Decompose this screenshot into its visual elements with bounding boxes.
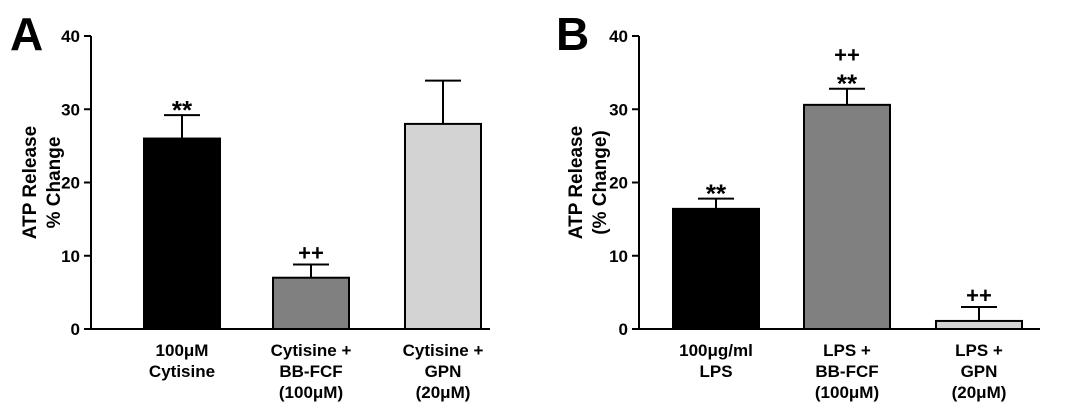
x-tick-label-line: (20μM) (416, 383, 471, 402)
x-tick-label: 100μM Cytisine (149, 341, 215, 381)
y-axis-title-line: ATP Release (20, 126, 41, 239)
comparison-label: ++ (834, 43, 860, 68)
panel-letter: B (556, 8, 589, 60)
x-tick-label-line: (100μM) (279, 383, 343, 402)
x-tick-label: Cytisine + GPN (20μM) (403, 341, 484, 402)
y-axis-title-line: % Change (44, 137, 65, 229)
comparison-label: ++ (298, 241, 324, 266)
y-tick-label: 30 (609, 100, 628, 119)
x-tick-label-line: LPS + (823, 341, 871, 360)
x-tick-label: LPS + GPN (20μM) (952, 341, 1007, 402)
comparison-label: ++ (966, 283, 992, 308)
y-tick-label: 10 (61, 247, 80, 266)
y-tick-label: 0 (619, 320, 628, 339)
y-tick-label: 30 (61, 100, 80, 119)
chart-panel-a: A 0 10 20 30 40 ATP Release% Change ** 100μM Cyti… (10, 8, 490, 402)
significance-label: ** (172, 95, 193, 125)
x-tick-label-line: LPS (699, 362, 732, 381)
x-tick-label-line: Cytisine (149, 362, 215, 381)
y-axis-title-line: (% Change) (590, 130, 611, 235)
y-tick-label: 20 (609, 174, 628, 193)
significance-label: ** (706, 179, 727, 209)
x-tick-label-line: (20μM) (952, 383, 1007, 402)
bar (404, 122, 482, 331)
y-tick-label: 0 (71, 320, 80, 339)
y-tick-label: 20 (61, 174, 80, 193)
x-tick-label: Cytisine + BB-FCF (100μM) (271, 341, 352, 402)
chart-panel-b: B 0 10 20 30 40 ATP Release (% Change) ** 100μg/m… (556, 8, 1040, 402)
x-tick-label-line: 100μM (156, 341, 209, 360)
significance-label: ** (837, 69, 858, 99)
x-tick-label: 100μg/ml LPS (679, 341, 753, 381)
x-tick-label-line: GPN (961, 362, 998, 381)
bar (935, 319, 1023, 331)
y-tick-label: 10 (609, 247, 628, 266)
x-tick-label-line: 100μg/ml (679, 341, 753, 360)
x-tick-label: LPS + BB-FCF (100μM) (815, 341, 879, 402)
bar (672, 207, 760, 330)
x-tick-label-line: BB-FCF (279, 362, 342, 381)
x-tick-label-line: Cytisine + (403, 341, 484, 360)
y-axis-title-line: ATP Release (566, 126, 587, 239)
x-tick-label-line: (100μM) (815, 383, 879, 402)
bar (272, 276, 350, 331)
x-tick-label-line: LPS + (955, 341, 1003, 360)
x-tick-label-line: Cytisine + (271, 341, 352, 360)
y-tick-label: 40 (609, 27, 628, 46)
panel-letter: A (10, 8, 43, 60)
y-axis-title: ATP Release (% Change) (566, 126, 611, 239)
x-tick-label-line: GPN (425, 362, 462, 381)
bar (143, 137, 221, 330)
y-axis-title: ATP Release% Change (20, 126, 65, 239)
x-tick-label-line: BB-FCF (815, 362, 878, 381)
bar (803, 103, 891, 331)
y-tick-label: 40 (61, 27, 80, 46)
